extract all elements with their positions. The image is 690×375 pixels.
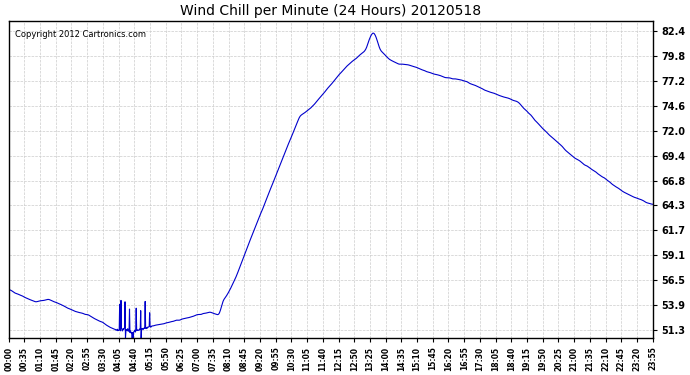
Title: Wind Chill per Minute (24 Hours) 20120518: Wind Chill per Minute (24 Hours) 2012051… <box>180 4 481 18</box>
Text: Copyright 2012 Cartronics.com: Copyright 2012 Cartronics.com <box>15 30 146 39</box>
